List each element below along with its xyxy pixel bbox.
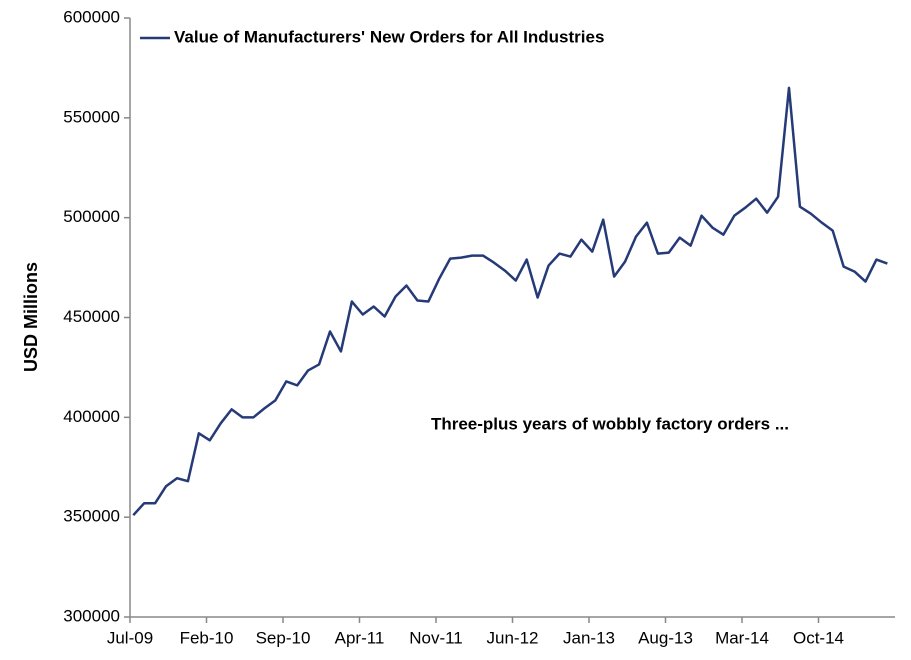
y-tick-label: 400000 (63, 407, 120, 426)
x-tick-label: Apr-11 (335, 628, 385, 647)
x-tick-label: Feb-10 (180, 628, 234, 647)
y-tick-label: 500000 (63, 207, 120, 226)
x-tick-label: Mar-14 (715, 628, 769, 647)
x-tick-label: Aug-13 (638, 628, 693, 647)
x-tick-label: Oct-14 (793, 628, 844, 647)
data-line (132, 86, 888, 517)
x-tick-label: Jun-12 (487, 628, 539, 647)
x-tick-label: Nov-11 (409, 628, 463, 647)
y-tick-label: 300000 (63, 606, 120, 625)
y-axis-label: USD Millions (21, 262, 41, 372)
annotation: Three-plus years of wobbly factory order… (431, 414, 789, 433)
y-tick-label: 550000 (63, 107, 120, 126)
legend-label: Value of Manufacturers' New Orders for A… (174, 27, 604, 46)
x-tick-label: Jan-13 (563, 628, 615, 647)
x-tick-label: Jul-09 (107, 628, 153, 647)
y-tick-label: 350000 (63, 507, 120, 526)
x-tick-label: Sep-10 (256, 628, 311, 647)
y-tick-label: 600000 (63, 7, 120, 26)
y-tick-label: 450000 (63, 307, 120, 326)
